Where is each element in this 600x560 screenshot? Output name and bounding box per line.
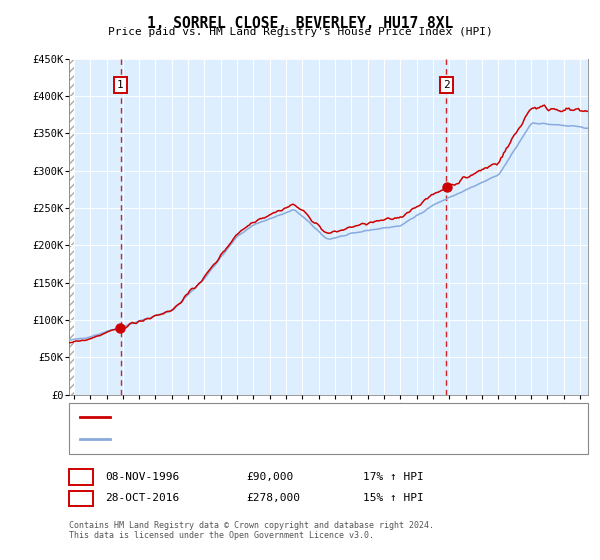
Text: 15% ↑ HPI: 15% ↑ HPI (363, 493, 424, 503)
Text: 2: 2 (77, 492, 85, 505)
Text: HPI: Average price, detached house, East Riding of Yorkshire: HPI: Average price, detached house, East… (114, 435, 467, 445)
Text: 1, SORREL CLOSE, BEVERLEY, HU17 8XL: 1, SORREL CLOSE, BEVERLEY, HU17 8XL (147, 16, 453, 31)
Text: £278,000: £278,000 (246, 493, 300, 503)
Text: Price paid vs. HM Land Registry's House Price Index (HPI): Price paid vs. HM Land Registry's House … (107, 27, 493, 37)
Text: 08-NOV-1996: 08-NOV-1996 (105, 472, 179, 482)
Text: Contains HM Land Registry data © Crown copyright and database right 2024.: Contains HM Land Registry data © Crown c… (69, 521, 434, 530)
Text: 2: 2 (443, 80, 450, 90)
Text: 28-OCT-2016: 28-OCT-2016 (105, 493, 179, 503)
Text: 17% ↑ HPI: 17% ↑ HPI (363, 472, 424, 482)
Text: 1: 1 (77, 470, 85, 484)
Text: 1: 1 (117, 80, 124, 90)
Text: £90,000: £90,000 (246, 472, 293, 482)
Text: 1, SORREL CLOSE, BEVERLEY, HU17 8XL (detached house): 1, SORREL CLOSE, BEVERLEY, HU17 8XL (det… (114, 412, 419, 422)
Text: This data is licensed under the Open Government Licence v3.0.: This data is licensed under the Open Gov… (69, 531, 374, 540)
